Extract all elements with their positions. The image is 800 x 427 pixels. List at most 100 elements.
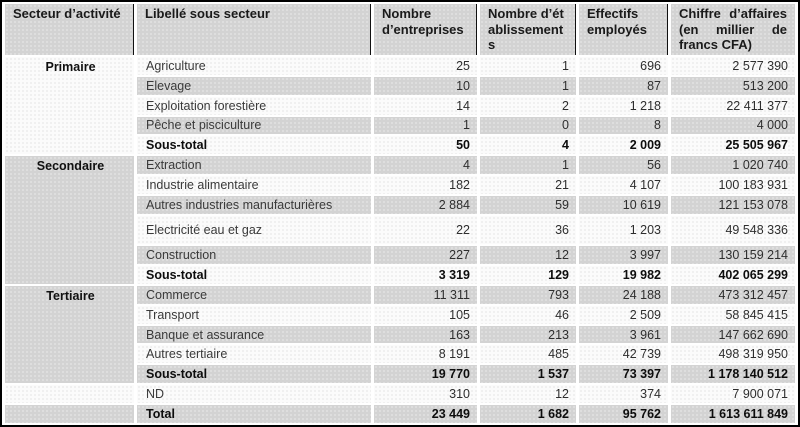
subsector-cell: Industrie alimentaire: [137, 176, 371, 194]
value-entreprises: 8 191: [374, 345, 477, 364]
value-chiffre: 473 312 457: [671, 285, 795, 304]
value-etablissements: 59: [480, 195, 576, 214]
value-etablissements: 129: [480, 266, 576, 284]
value-etablissements: 36: [480, 215, 576, 245]
subsector-cell: Construction: [137, 246, 371, 265]
value-effectifs: 8: [579, 116, 668, 135]
value-entreprises: 1: [374, 116, 477, 135]
value-entreprises: 14: [374, 96, 477, 115]
value-chiffre: 58 845 415: [671, 305, 795, 324]
table-header-row: Secteur d’activité Libellé sous secteur …: [5, 4, 795, 55]
value-effectifs: 2 009: [579, 136, 668, 155]
value-chiffre: 130 159 214: [671, 246, 795, 265]
value-effectifs: 374: [579, 385, 668, 404]
value-entreprises: 10: [374, 76, 477, 95]
value-effectifs: 95 762: [579, 405, 668, 423]
subsector-cell: Elevage: [137, 76, 371, 95]
value-chiffre: 2 577 390: [671, 56, 795, 75]
subtotal-row: Sous-total 3 319 129 19 982 402 065 299: [5, 266, 795, 284]
value-chiffre: 100 183 931: [671, 176, 795, 194]
value-entreprises: 310: [374, 385, 477, 404]
sector-cell-primaire: Primaire: [5, 56, 134, 155]
value-etablissements: 0: [480, 116, 576, 135]
value-etablissements: 1 682: [480, 405, 576, 423]
subsector-cell: Autres tertiaire: [137, 345, 371, 364]
subsector-cell: Transport: [137, 305, 371, 324]
sector-cell-tertiaire: Tertiaire: [5, 285, 134, 384]
value-chiffre: 402 065 299: [671, 266, 795, 284]
sector-cell-empty: [5, 405, 134, 423]
column-header-effectifs: Effectifs employés: [579, 4, 668, 55]
value-etablissements: 12: [480, 385, 576, 404]
value-effectifs: 4 107: [579, 176, 668, 194]
subtotal-row: Sous-total 19 770 1 537 73 397 1 178 140…: [5, 365, 795, 384]
value-etablissements: 1: [480, 76, 576, 95]
value-chiffre: 49 548 336: [671, 215, 795, 245]
value-effectifs: 73 397: [579, 365, 668, 384]
subtotal-label: Sous-total: [137, 365, 371, 384]
value-etablissements: 2: [480, 96, 576, 115]
value-entreprises: 105: [374, 305, 477, 324]
sector-cell-empty: [5, 385, 134, 404]
value-entreprises: 50: [374, 136, 477, 155]
column-header-libelle: Libellé sous secteur: [137, 4, 371, 55]
value-etablissements: 12: [480, 246, 576, 265]
subtotal-label: Sous-total: [137, 136, 371, 155]
value-etablissements: 1: [480, 56, 576, 75]
table-row: Secondaire Extraction 4 1 56 1 020 740: [5, 156, 795, 284]
subsector-cell: Electricité eau et gaz: [137, 215, 371, 245]
subsector-cell: ND: [137, 385, 371, 404]
total-row: Total 23 449 1 682 95 762 1 613 611 849: [5, 405, 795, 423]
value-chiffre: 1 613 611 849: [671, 405, 795, 423]
value-entreprises: 4: [374, 156, 477, 175]
value-etablissements: 1 537: [480, 365, 576, 384]
value-effectifs: 87: [579, 76, 668, 95]
value-chiffre: 121 153 078: [671, 195, 795, 214]
value-chiffre: 1 020 740: [671, 156, 795, 175]
value-entreprises: 182: [374, 176, 477, 194]
table-row: Industrie alimentaire 182 21 4 107 100 1…: [5, 176, 795, 194]
table-row: Pêche et pisciculture 1 0 8 4 000: [5, 116, 795, 135]
column-header-chiffre-affaires: Chiffre d’affaires (en millier de francs…: [671, 4, 795, 55]
value-chiffre: 147 662 690: [671, 325, 795, 344]
subsector-cell: Commerce: [137, 285, 371, 304]
column-header-secteur: Secteur d’activité: [5, 4, 134, 55]
value-etablissements: 793: [480, 285, 576, 304]
value-etablissements: 485: [480, 345, 576, 364]
value-etablissements: 21: [480, 176, 576, 194]
value-entreprises: 19 770: [374, 365, 477, 384]
table-row: Construction 227 12 3 997 130 159 214: [5, 246, 795, 265]
value-entreprises: 25: [374, 56, 477, 75]
value-entreprises: 163: [374, 325, 477, 344]
value-chiffre: 1 178 140 512: [671, 365, 795, 384]
table-row: Tertiaire Commerce 11 311 793 24 188 473…: [5, 285, 795, 384]
table-row: Primaire Agriculture 25 1 696 2 577 390: [5, 56, 795, 155]
value-entreprises: 11 311: [374, 285, 477, 304]
value-entreprises: 23 449: [374, 405, 477, 423]
value-effectifs: 2 509: [579, 305, 668, 324]
column-header-etablissements: Nombre d’établissements: [480, 4, 576, 55]
total-label: Total: [137, 405, 371, 423]
value-effectifs: 1 203: [579, 215, 668, 245]
value-effectifs: 1 218: [579, 96, 668, 115]
value-etablissements: 1: [480, 156, 576, 175]
sector-cell-secondaire: Secondaire: [5, 156, 134, 284]
value-effectifs: 3 961: [579, 325, 668, 344]
value-entreprises: 22: [374, 215, 477, 245]
subtotal-label: Sous-total: [137, 266, 371, 284]
subsector-cell: Exploitation forestière: [137, 96, 371, 115]
subsector-cell: Extraction: [137, 156, 371, 175]
value-effectifs: 10 619: [579, 195, 668, 214]
value-effectifs: 3 997: [579, 246, 668, 265]
value-effectifs: 696: [579, 56, 668, 75]
table-row: Autres tertiaire 8 191 485 42 739 498 31…: [5, 345, 795, 364]
table-row: Transport 105 46 2 509 58 845 415: [5, 305, 795, 324]
value-effectifs: 24 188: [579, 285, 668, 304]
value-chiffre: 25 505 967: [671, 136, 795, 155]
value-etablissements: 213: [480, 325, 576, 344]
value-effectifs: 19 982: [579, 266, 668, 284]
table-row: Banque et assurance 163 213 3 961 147 66…: [5, 325, 795, 344]
value-effectifs: 42 739: [579, 345, 668, 364]
subtotal-row: Sous-total 50 4 2 009 25 505 967: [5, 136, 795, 155]
